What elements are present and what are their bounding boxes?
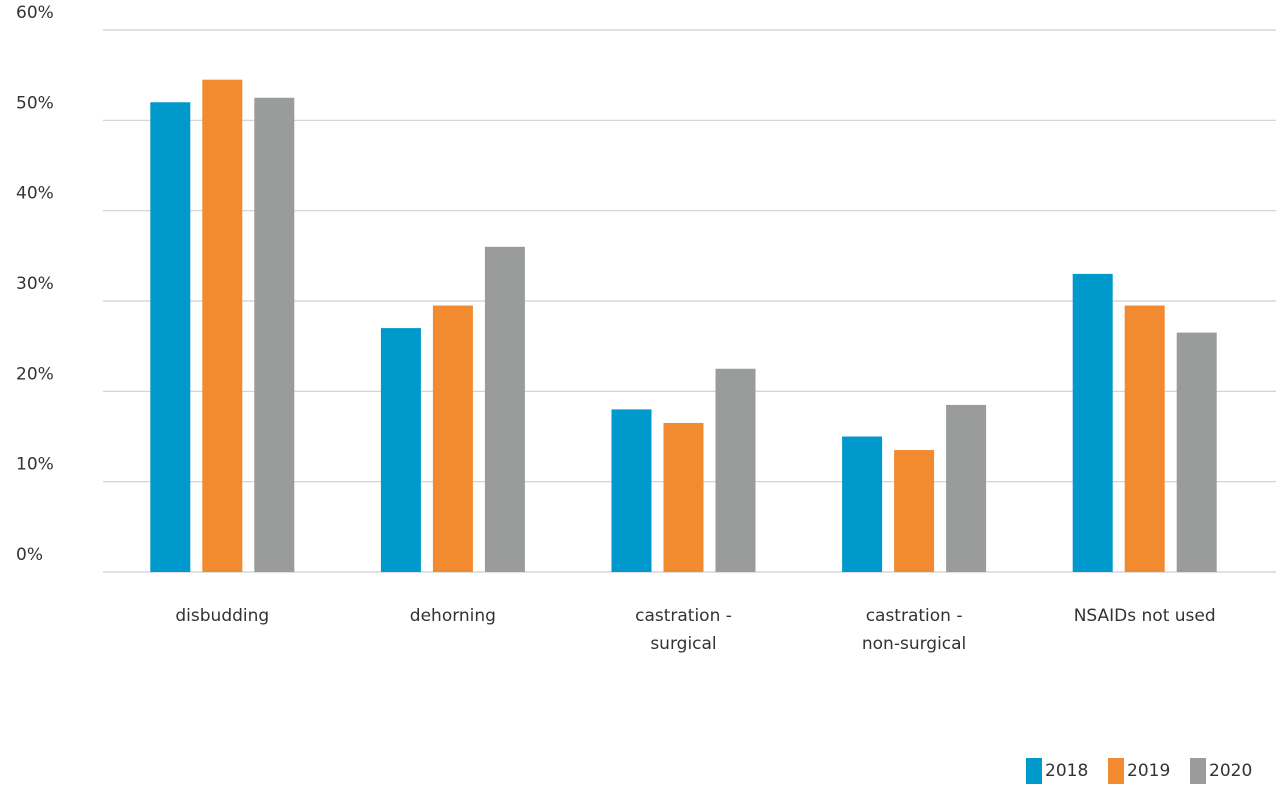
gridlines: [103, 29, 1276, 573]
legend-swatch-2018: [1026, 758, 1042, 784]
y-tick-label: 50%: [16, 93, 54, 113]
bar-2019-1: [432, 305, 473, 572]
y-tick-label: 10%: [16, 455, 54, 475]
legend-label-2020: 2020: [1209, 761, 1252, 781]
bar-2018-3: [842, 436, 883, 572]
bar-2019-0: [202, 79, 243, 572]
legend: 2018 2019 2020: [1026, 758, 1252, 784]
y-tick-label: 60%: [16, 3, 54, 23]
bar-2018-0: [150, 102, 191, 573]
bar-2019-4: [1124, 305, 1165, 572]
bar-2020-2: [715, 368, 756, 572]
bar-2018-1: [380, 328, 421, 572]
legend-label-2019: 2019: [1127, 761, 1170, 781]
category-label: NSAIDs not used: [1074, 606, 1216, 626]
bar-2020-3: [946, 404, 987, 572]
legend-swatch-2020: [1190, 758, 1206, 784]
bar-2020-1: [484, 246, 525, 573]
legend-label-2018: 2018: [1045, 761, 1088, 781]
y-tick-label: 40%: [16, 184, 54, 204]
legend-swatch-2019: [1108, 758, 1124, 784]
category-labels: disbudding dehorning castration -surgical c…: [175, 606, 1215, 654]
y-tick-label: 20%: [16, 364, 54, 384]
bar-2018-2: [611, 409, 652, 572]
category-label: castration -non-surgical: [862, 606, 966, 654]
bar-2019-2: [663, 422, 704, 572]
bar-2019-3: [894, 450, 935, 572]
category-label: castration -surgical: [635, 606, 732, 654]
category-label: disbudding: [175, 606, 269, 626]
y-tick-label: 0%: [16, 545, 43, 565]
bar-2018-4: [1072, 273, 1113, 572]
bars: [150, 79, 1217, 573]
bar-2020-4: [1176, 332, 1217, 572]
y-axis-tick-labels: 0% 10% 20% 30% 40% 50% 60%: [16, 3, 54, 565]
category-label: dehorning: [410, 606, 496, 626]
bar-2020-0: [254, 97, 295, 572]
y-tick-label: 30%: [16, 274, 54, 294]
